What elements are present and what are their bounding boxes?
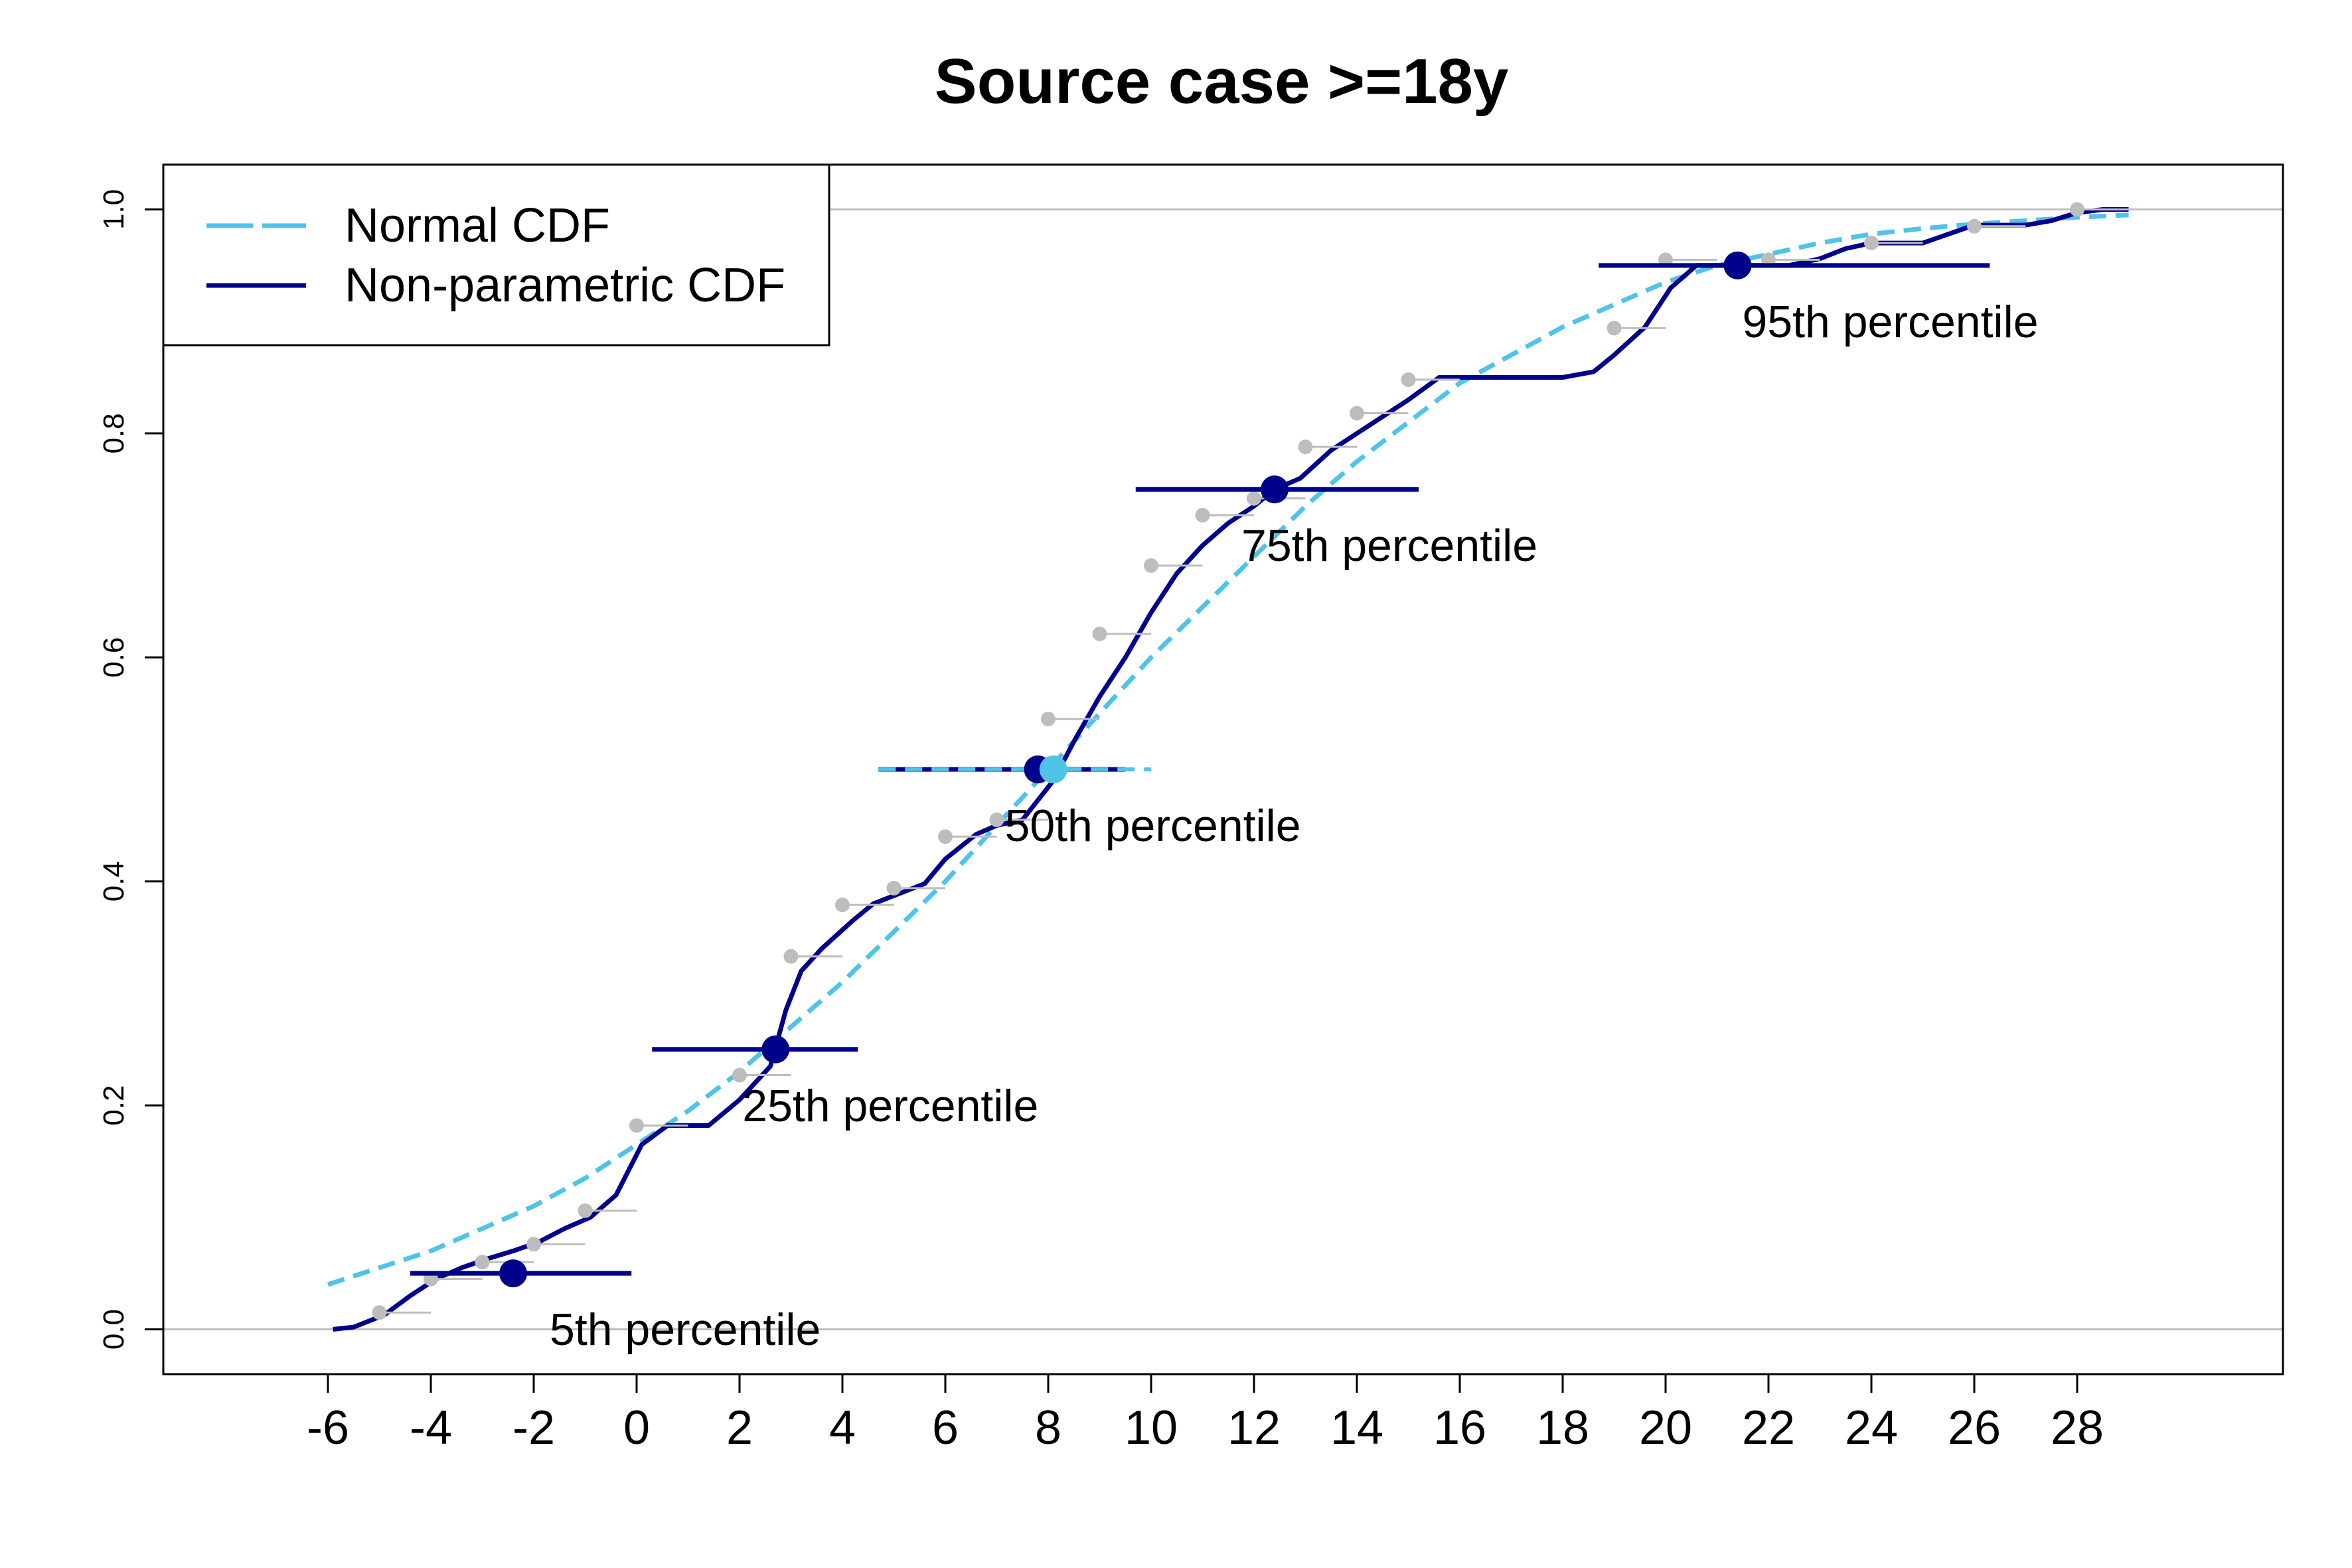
x-tick-label: 8 — [1035, 1401, 1061, 1454]
percentile-markers: 5th percentile 25th percentile 50th percen… — [410, 251, 2039, 1355]
y-tick-label: 0.2 — [98, 1085, 130, 1126]
y-axis: 0.0 0.2 0.4 0.6 0.8 1.0 — [98, 189, 163, 1350]
x-tick-label: 4 — [829, 1401, 856, 1454]
empirical-point — [1041, 712, 1056, 727]
empirical-point — [629, 1118, 644, 1133]
empirical-point — [526, 1237, 541, 1252]
empirical-point — [372, 1305, 387, 1320]
x-tick-label: 26 — [1948, 1401, 2001, 1454]
empirical-point — [938, 829, 953, 844]
empirical-point — [886, 880, 902, 896]
x-tick-label: 16 — [1433, 1401, 1486, 1454]
x-tick-label: 18 — [1536, 1401, 1589, 1454]
legend-box — [162, 163, 830, 347]
percentile-marker — [761, 1035, 790, 1063]
empirical-point — [1967, 218, 1982, 234]
x-axis: -6 -4 -2 0 2 4 6 8 10 12 14 16 18 20 22 24 26 28 — [307, 1373, 2104, 1454]
x-tick-label: 14 — [1330, 1401, 1383, 1454]
empirical-point — [1247, 491, 1261, 506]
percentile-marker — [1723, 251, 1752, 279]
empirical-point — [1864, 236, 1879, 251]
percentile-label: 50th percentile — [1005, 801, 1301, 851]
y-tick-label: 0.8 — [98, 413, 130, 453]
percentile-label: 75th percentile — [1241, 520, 1537, 571]
empirical-point — [1607, 321, 1622, 336]
x-tick-label: 10 — [1125, 1401, 1178, 1454]
empirical-point — [578, 1203, 593, 1218]
x-tick-label: 0 — [623, 1401, 650, 1454]
percentile-label: 5th percentile — [550, 1304, 821, 1355]
empirical-point — [732, 1067, 747, 1083]
x-tick-label: -6 — [307, 1401, 349, 1454]
y-tick-label: 0.6 — [98, 637, 130, 678]
empirical-point — [1350, 406, 1364, 421]
series-line-1 — [333, 207, 2129, 1332]
x-tick-label: 28 — [2051, 1401, 2104, 1454]
empirical-point — [989, 812, 1004, 827]
x-tick-label: 6 — [932, 1401, 959, 1454]
x-tick-label: 24 — [1845, 1401, 1898, 1454]
empirical-point — [475, 1255, 490, 1270]
series-layer — [327, 207, 2129, 1332]
empirical-point — [835, 898, 850, 913]
empirical-point — [1195, 508, 1210, 523]
chart-title: Source case >=18y — [935, 46, 1509, 117]
x-tick-label: 20 — [1639, 1401, 1692, 1454]
x-tick-label: -4 — [410, 1401, 452, 1454]
x-tick-label: -2 — [512, 1401, 555, 1454]
series-line-0 — [327, 212, 2129, 1287]
percentile-marker — [499, 1259, 527, 1288]
legend-label: Non-parametric CDF — [345, 259, 785, 312]
x-tick-label: 2 — [726, 1401, 753, 1454]
empirical-point — [783, 949, 799, 964]
x-tick-label: 22 — [1742, 1401, 1795, 1454]
y-tick-label: 1.0 — [98, 189, 130, 230]
y-tick-label: 0.0 — [98, 1309, 130, 1350]
legend-label: Normal CDF — [345, 199, 610, 252]
reference-lines — [163, 208, 2283, 1331]
percentile-marker — [1261, 475, 1289, 504]
percentile-label: 95th percentile — [1742, 297, 2038, 347]
empirical-point — [1401, 372, 1416, 387]
normal-median-marker — [1039, 755, 1067, 783]
x-tick-label: 12 — [1227, 1401, 1281, 1454]
empirical-point — [2070, 202, 2084, 217]
y-tick-label: 0.4 — [98, 861, 130, 902]
legend: Normal CDF Non-parametric CDF — [162, 163, 830, 347]
empirical-point — [1092, 626, 1107, 641]
empirical-point — [1144, 558, 1158, 573]
percentile-label: 25th percentile — [742, 1081, 1038, 1131]
empirical-point — [1298, 439, 1313, 455]
